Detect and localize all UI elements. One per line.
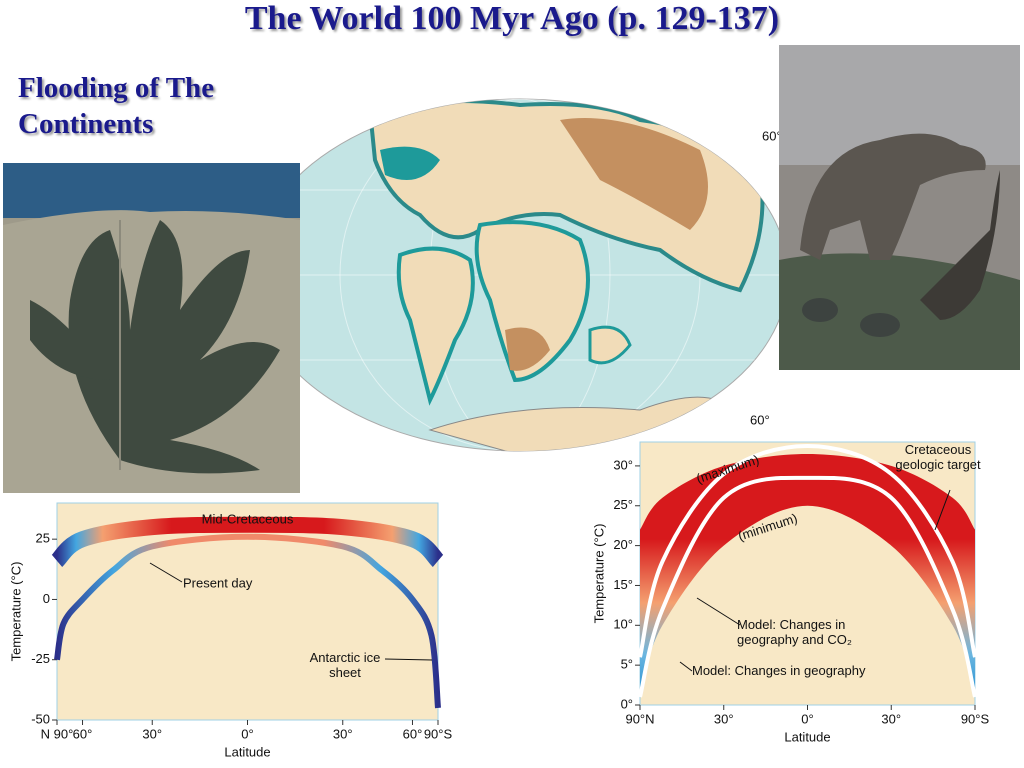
y-tick-label: -25 xyxy=(31,651,50,666)
map-label: 60° xyxy=(762,128,782,143)
x-tick-label: N 90° xyxy=(41,726,74,741)
x-tick-label: 30° xyxy=(142,726,162,741)
target-band xyxy=(640,453,975,690)
x-tick-label: 60° xyxy=(403,726,423,741)
x-axis-label: Latitude xyxy=(224,744,270,759)
annotation: Cretaceous geologic target xyxy=(895,442,981,472)
dinosaur-painting xyxy=(779,45,1020,370)
series-label: Present day xyxy=(183,575,253,590)
x-tick-label: 0° xyxy=(241,726,253,741)
x-tick-label: 30° xyxy=(881,711,901,726)
y-tick-label: 25° xyxy=(613,497,633,512)
leader-line xyxy=(679,661,693,672)
leader-line xyxy=(696,597,741,626)
map-label: 60° xyxy=(750,412,770,427)
y-tick-label: 15° xyxy=(613,577,633,592)
leader-line xyxy=(384,658,433,661)
y-tick-label: 30° xyxy=(613,457,633,472)
world-map: 60° 60° xyxy=(251,98,789,452)
series-label: Model: Changes in geography xyxy=(692,663,866,678)
y-tick-label: 25 xyxy=(36,531,50,546)
leader-line xyxy=(149,562,183,583)
annotation: Antarctic ice sheet xyxy=(309,650,381,680)
x-tick-label: 90°S xyxy=(961,711,990,726)
y-tick-label: 5° xyxy=(621,657,633,672)
y-axis-label: Temperature (°C) xyxy=(8,562,23,662)
model-line xyxy=(638,443,977,658)
temperature-line xyxy=(51,516,444,567)
x-tick-label: 0° xyxy=(801,711,813,726)
leaf-fossil xyxy=(3,163,300,493)
x-axis-label: Latitude xyxy=(784,729,830,744)
y-tick-label: 0 xyxy=(43,591,50,606)
x-tick-label: 30° xyxy=(714,711,734,726)
leader-line xyxy=(934,489,951,531)
x-tick-label: 90°N xyxy=(625,711,654,726)
y-tick-label: 0° xyxy=(621,696,633,711)
series-label: Model: Changes in geography and CO₂ xyxy=(737,617,852,647)
annotation: Cretaceous geologic target xyxy=(895,442,981,472)
series-label: Mid-Cretaceous xyxy=(202,511,294,526)
y-tick-label: 20° xyxy=(613,537,633,552)
x-tick-label: 90°S xyxy=(424,726,453,741)
x-tick-label: 60° xyxy=(73,726,93,741)
series-label: Model: Changes in geography and CO₂ xyxy=(737,617,852,647)
y-axis-label: Temperature (°C) xyxy=(591,524,606,624)
annotation: Antarctic ice sheet xyxy=(309,650,381,680)
x-tick-label: 30° xyxy=(333,726,353,741)
series-label: Model: Changes in geography xyxy=(692,663,866,678)
y-tick-label: 10° xyxy=(613,617,633,632)
model-line xyxy=(638,475,977,698)
temperature-line xyxy=(54,533,441,709)
y-tick-label: -50 xyxy=(31,711,50,726)
slide-subtitle: Flooding of The Continents xyxy=(18,72,215,140)
slide-title: The World 100 Myr Ago (p. 129-137) xyxy=(244,0,780,37)
